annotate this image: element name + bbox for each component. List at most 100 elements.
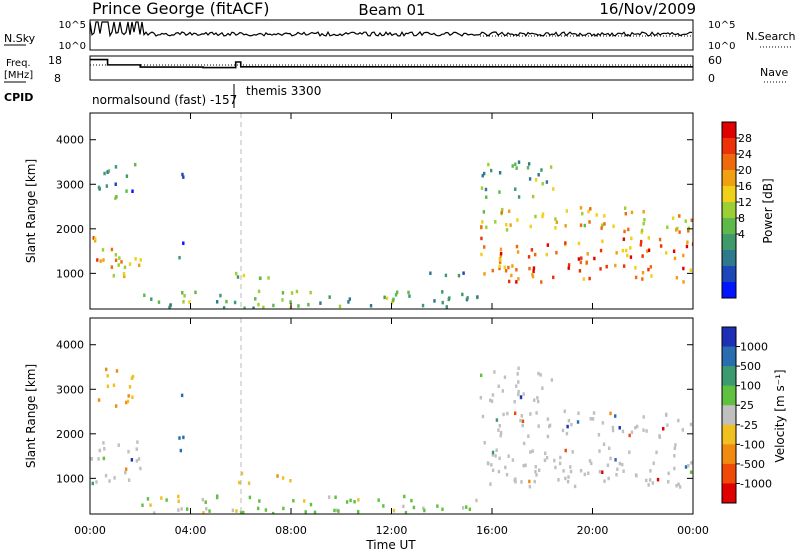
- range-time-cell: [531, 449, 534, 453]
- range-time-cell: [520, 480, 523, 484]
- freq-panel: Freq. [MHz] 18 8 60 0 Nave CPID normalso…: [4, 54, 788, 108]
- range-time-cell: [563, 409, 566, 414]
- range-time-cell: [621, 248, 625, 253]
- velocity-frame: [89, 317, 694, 515]
- range-time-cell: [479, 373, 483, 378]
- range-time-cell: [507, 265, 510, 270]
- range-time-cell: [615, 472, 618, 477]
- range-time-cell: [97, 457, 100, 461]
- range-time-cell: [127, 449, 130, 454]
- cpid-name-1: normalsound (fast) -157: [92, 93, 237, 107]
- colorbar-tick-label: 1000: [740, 341, 768, 354]
- range-time-cell: [587, 471, 590, 475]
- range-time-cell: [609, 411, 612, 416]
- range-time-cell: [303, 499, 306, 503]
- range-time-cell: [236, 275, 240, 279]
- range-time-cell: [188, 300, 191, 304]
- range-time-cell: [673, 446, 677, 451]
- range-time-cell: [517, 160, 521, 164]
- range-time-cell: [616, 467, 619, 472]
- range-time-cell: [673, 256, 677, 261]
- power-frame: [89, 112, 694, 310]
- range-time-cell: [546, 243, 550, 247]
- range-time-cell: [580, 256, 583, 260]
- range-time-cell: [335, 508, 339, 513]
- range-time-cell: [667, 471, 670, 476]
- range-time-cell: [93, 238, 97, 243]
- range-time-cell: [383, 295, 386, 300]
- range-time-cell: [491, 393, 495, 397]
- range-time-cell: [257, 289, 261, 294]
- range-time-cell: [117, 263, 120, 267]
- range-time-cell: [498, 260, 502, 264]
- range-time-cell: [592, 411, 596, 415]
- range-time-cell: [641, 254, 644, 258]
- range-time-cell: [128, 262, 132, 266]
- range-time-cell: [313, 510, 317, 514]
- range-time-cell: [601, 223, 604, 227]
- range-time-cell: [461, 292, 464, 297]
- range-time-cell: [353, 499, 356, 504]
- range-time-cell: [490, 463, 493, 467]
- nsky-left-tick-top: 10^5: [59, 20, 86, 31]
- range-time-cell: [635, 424, 639, 429]
- range-time-cell: [612, 224, 615, 228]
- range-time-cell: [182, 300, 185, 304]
- colorbar-tick-label: 28: [738, 132, 752, 145]
- range-time-cell: [526, 166, 530, 170]
- range-time-cell: [554, 217, 557, 221]
- range-time-cell: [177, 499, 180, 504]
- range-time-cell: [540, 168, 543, 172]
- range-time-cell: [480, 236, 483, 241]
- range-time-cell: [423, 508, 426, 513]
- range-time-cell: [99, 259, 102, 263]
- range-time-cell: [673, 454, 676, 458]
- range-time-cell: [535, 473, 538, 477]
- range-time-cell: [94, 236, 97, 241]
- range-time-cell: [577, 411, 580, 415]
- range-time-cell: [527, 162, 531, 166]
- range-time-cell: [557, 478, 560, 482]
- range-time-cell: [564, 476, 567, 481]
- range-time-cell: [528, 479, 531, 484]
- range-time-cell: [130, 458, 134, 462]
- range-time-cell: [537, 468, 541, 472]
- range-time-cell: [215, 300, 219, 304]
- range-time-cell: [513, 399, 516, 404]
- range-time-cell: [605, 264, 608, 269]
- range-time-cell: [517, 195, 521, 199]
- freq-left-label-1: Freq.: [6, 58, 31, 69]
- range-time-cell: [585, 260, 588, 265]
- colorbar-tick-label: -25: [740, 419, 758, 432]
- range-time-cell: [611, 428, 615, 433]
- range-time-cell: [532, 269, 535, 274]
- range-time-cell: [514, 187, 517, 191]
- range-time-cell: [682, 280, 685, 284]
- colorbar-segment: [722, 202, 736, 219]
- range-time-cell: [514, 162, 517, 167]
- range-time-cell: [114, 165, 118, 169]
- range-time-cell: [564, 224, 567, 228]
- range-time-cell: [682, 266, 685, 271]
- range-time-cell: [622, 469, 625, 473]
- range-time-cell: [349, 498, 352, 503]
- colorbar-frame: [721, 326, 737, 504]
- range-time-cell: [276, 474, 279, 478]
- range-tick-label: 2000: [56, 223, 84, 236]
- colorbar-tick-label: 20: [738, 164, 752, 177]
- range-time-cell: [201, 497, 205, 502]
- range-time-cell: [684, 219, 687, 223]
- colorbar-tick-label: 8: [738, 212, 745, 225]
- range-time-cell: [630, 210, 634, 215]
- range-time-cell: [614, 263, 617, 268]
- range-time-cell: [655, 450, 658, 455]
- range-time-cell: [521, 419, 525, 424]
- range-time-cell: [578, 269, 582, 273]
- colorbar-segment: [722, 424, 736, 445]
- range-time-cell: [157, 300, 161, 304]
- range-time-cell: [304, 510, 307, 514]
- range-tick-label: 4000: [56, 339, 84, 352]
- range-time-cell: [628, 450, 631, 454]
- range-time-cell: [517, 277, 520, 281]
- colorbar-segment: [722, 483, 736, 504]
